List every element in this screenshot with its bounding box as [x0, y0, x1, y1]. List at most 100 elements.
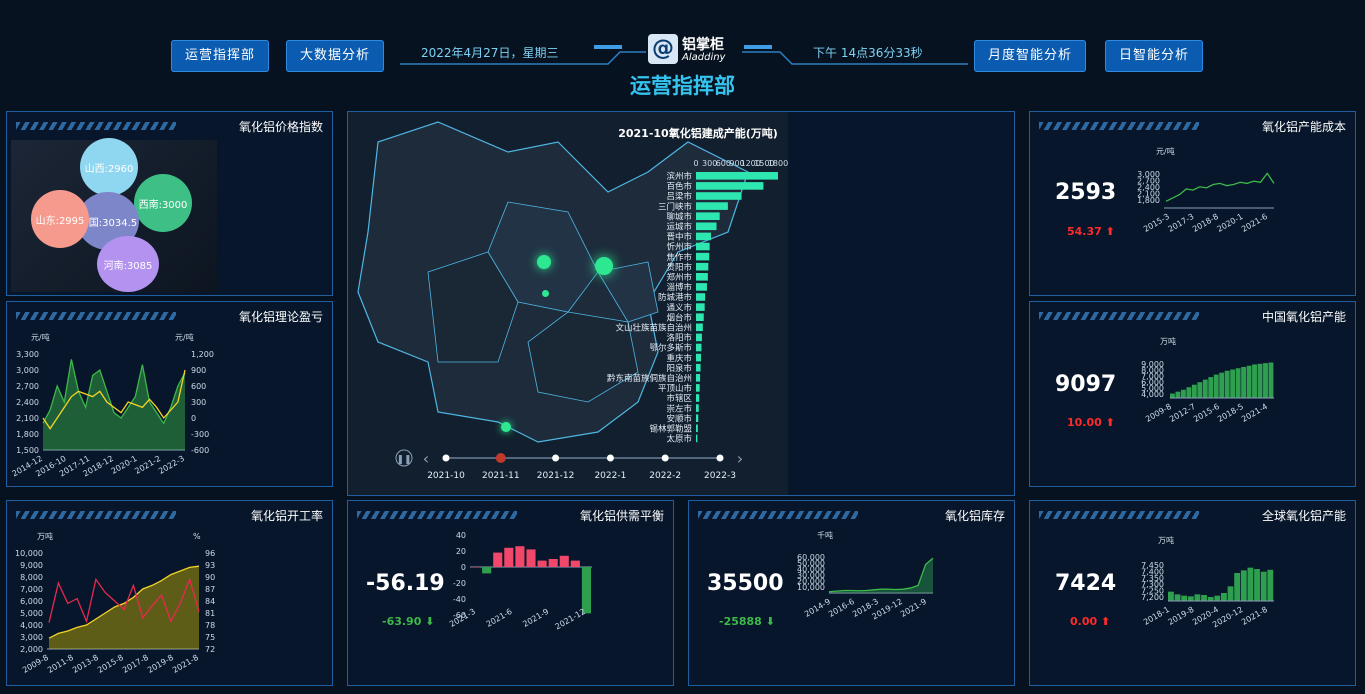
y-tick-label: -300	[191, 430, 209, 439]
series-line	[48, 565, 200, 639]
y-tick-label: 72	[205, 645, 215, 654]
bar	[1268, 362, 1274, 398]
nav-button-bigdata[interactable]: 大数据分析	[286, 40, 385, 72]
prev-icon: ‹	[423, 449, 429, 468]
supply-demand-value: -56.19	[366, 571, 445, 596]
timeline-dot	[552, 454, 560, 462]
panel-decor	[357, 511, 517, 519]
bar-category-label: 黔东南苗族侗族自治州	[607, 373, 692, 384]
y-tick-label: -60	[453, 611, 466, 620]
map-marker[interactable]	[501, 422, 511, 432]
x-tick-label: 2015-6	[1192, 402, 1221, 424]
y-tick-label: 7,200	[1141, 593, 1164, 602]
y-tick-label: 900	[191, 366, 206, 375]
change-value: -25888	[719, 615, 762, 628]
panel-supply-demand: 氧化铝供需平衡 -56.19 -63.90 ⬇ 40 20 0 -20 -40 -60 20…	[347, 500, 674, 686]
bubble-henan[interactable]: 河南:3085	[97, 236, 159, 292]
x-tick-label: 600	[716, 159, 731, 168]
x-tick-label: 2018-8	[1191, 212, 1220, 234]
y-tick-label: 0	[461, 563, 466, 572]
map-marker[interactable]	[537, 255, 551, 269]
x-tick-label: 2020-1	[110, 454, 139, 476]
timeline-dot	[716, 454, 724, 462]
panel-inventory: 氧化铝库存 35500 -25888 ⬇ 千吨 60,000 50,000 40,00…	[688, 500, 1015, 686]
y-tick-label: 9,000	[1141, 360, 1164, 369]
y-tick-label: 96	[205, 549, 215, 558]
nav-button-ops[interactable]: 运营指挥部	[171, 40, 270, 72]
nav-button-daily[interactable]: 日智能分析	[1105, 40, 1204, 72]
x-tick-label: 2012-7	[1168, 402, 1197, 424]
bar	[1202, 379, 1208, 398]
bar	[1263, 363, 1268, 398]
x-tick-label: 2021-2	[133, 454, 162, 476]
bar	[1191, 384, 1197, 398]
bar	[696, 232, 712, 241]
bar	[1234, 573, 1241, 601]
bar	[696, 273, 708, 281]
map-marker[interactable]	[595, 257, 613, 275]
x-tick-label: 2011-8	[46, 653, 75, 675]
series-area	[43, 359, 185, 450]
x-tick-label: 1500	[754, 159, 774, 168]
x-tick-label: 2015-8	[96, 653, 125, 675]
bar	[1180, 389, 1186, 398]
x-tick-label: 2021-4	[1240, 402, 1269, 424]
timeline-label: 2021-10	[427, 471, 465, 481]
supply-demand-change: -63.90 ⬇	[382, 615, 434, 628]
bar	[696, 283, 707, 291]
bar	[1235, 368, 1241, 398]
y-tick-label: 7,350	[1141, 574, 1164, 583]
down-arrow-icon: ⬇	[765, 615, 775, 628]
y-tick-label: -600	[191, 446, 209, 455]
bar	[696, 313, 704, 321]
bar	[696, 353, 702, 362]
x-tick-label: 1200	[740, 159, 760, 168]
y-tick-label: 1,800	[1137, 196, 1160, 205]
timeline-dot	[442, 454, 450, 462]
china-map[interactable]	[348, 112, 788, 495]
panel-decor	[16, 312, 176, 320]
bubble-shanxi[interactable]: 山西:2960	[80, 138, 138, 196]
timeline[interactable]: ❚❚ ‹ › 2021-10 2021-11 2021-12 2022-1 2022-2 202…	[388, 442, 788, 482]
x-tick-label: 2014-9	[803, 597, 832, 619]
x-tick-label: 2021-12	[554, 607, 587, 632]
bar	[696, 192, 742, 200]
y-tick-label: 40,000	[797, 565, 825, 574]
bar	[1260, 571, 1267, 601]
panel-price-index: 氧化铝价格指数 山西:2960 西南:3000 全国:3034.5 山东:299…	[6, 111, 333, 296]
x-tick-label: 2021-8	[171, 653, 200, 675]
panel-title: 氧化铝开工率	[250, 509, 323, 523]
bar	[1170, 393, 1175, 398]
y-tick-label: 3,000	[16, 366, 39, 375]
pause-button	[395, 449, 413, 467]
y-tick-label: 0	[191, 414, 196, 423]
bar-category-label: 聊城市	[666, 211, 692, 222]
bar-category-label: 三门峡市	[658, 201, 693, 212]
timeline-label: 2022-3	[704, 471, 736, 481]
y-tick-label: 300	[191, 398, 206, 407]
capacity-bar-chart: 2021-10氧化铝建成产能(万吨) 0 300600900120015001800…	[607, 126, 788, 445]
bar	[1213, 374, 1219, 398]
map-marker[interactable]	[542, 290, 549, 297]
bar-category-label: 市辖区	[666, 393, 692, 404]
up-arrow-icon: ⬆	[1105, 416, 1115, 429]
x-tick-label: 900	[729, 159, 744, 168]
y-tick-label: 6,000	[20, 597, 43, 606]
x-tick-label: 2015-3	[1142, 212, 1171, 234]
bubble-shandong[interactable]: 山东:2995	[31, 190, 89, 248]
nav-button-monthly[interactable]: 月度智能分析	[974, 40, 1087, 72]
bar	[1175, 391, 1181, 398]
bar-category-label: 洛阳市	[666, 333, 692, 344]
logo: @ 铝掌柜 Aladdiny	[648, 34, 728, 66]
series-line	[48, 577, 200, 624]
china-capacity-change: 10.00 ⬆	[1067, 416, 1115, 429]
panel-map: 2021-10氧化铝建成产能(万吨) 0 300 600 900 1200 1500 1800…	[347, 111, 1015, 496]
bubble-xinan[interactable]: 西南:3000	[134, 174, 192, 232]
x-tick-label: 2020-1	[1215, 212, 1244, 234]
y-tick-label: 40	[456, 531, 466, 540]
series-line	[1165, 172, 1275, 202]
header-decor-left	[400, 45, 646, 65]
cost-change: 54.37 ⬆	[1067, 225, 1115, 238]
bar	[696, 222, 717, 231]
bar-category-label: 烟台市	[666, 312, 692, 323]
